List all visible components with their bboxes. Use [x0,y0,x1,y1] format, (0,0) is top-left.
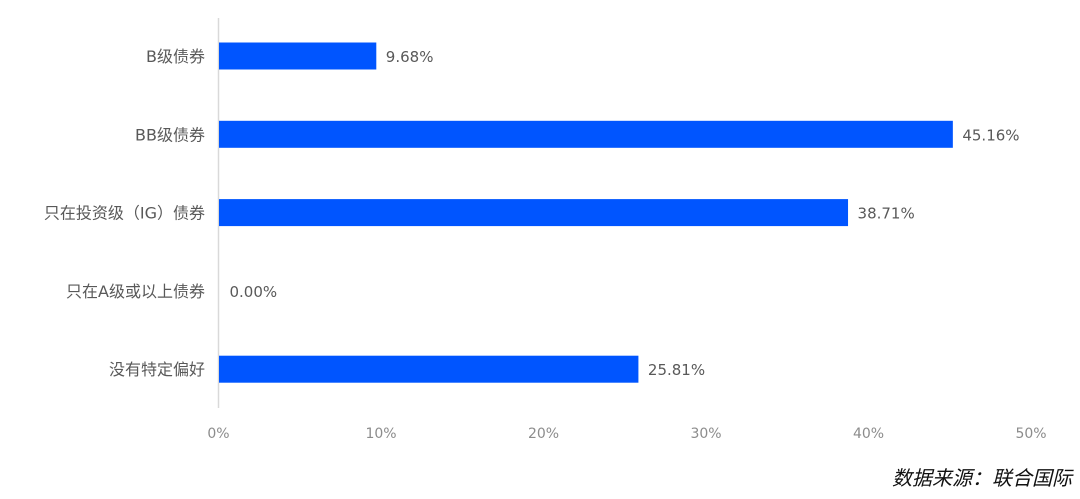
bar [219,42,377,70]
x-tick-label: 20% [528,426,559,442]
x-tick-label: 0% [207,426,229,442]
category-label: B级债券 [146,47,205,66]
category-label: BB级债券 [135,125,205,144]
category-label: 只在A级或以上债券 [66,282,205,301]
x-tick-label: 50% [1015,426,1046,442]
category-label: 只在投资级（IG）债券 [44,204,205,223]
x-tick-label: 30% [690,426,721,442]
data-label: 38.71% [858,205,915,223]
source-note: 数据来源：联合国际 [892,466,1072,490]
data-label: 0.00% [230,283,278,301]
data-label: 9.68% [386,48,434,66]
x-tick-label: 40% [853,426,884,442]
bar [219,199,849,227]
category-label: 没有特定偏好 [109,360,205,379]
x-tick-label: 10% [365,426,396,442]
data-label: 25.81% [648,361,705,379]
bar [219,120,953,148]
bar [219,355,639,383]
data-label: 45.16% [962,126,1019,144]
